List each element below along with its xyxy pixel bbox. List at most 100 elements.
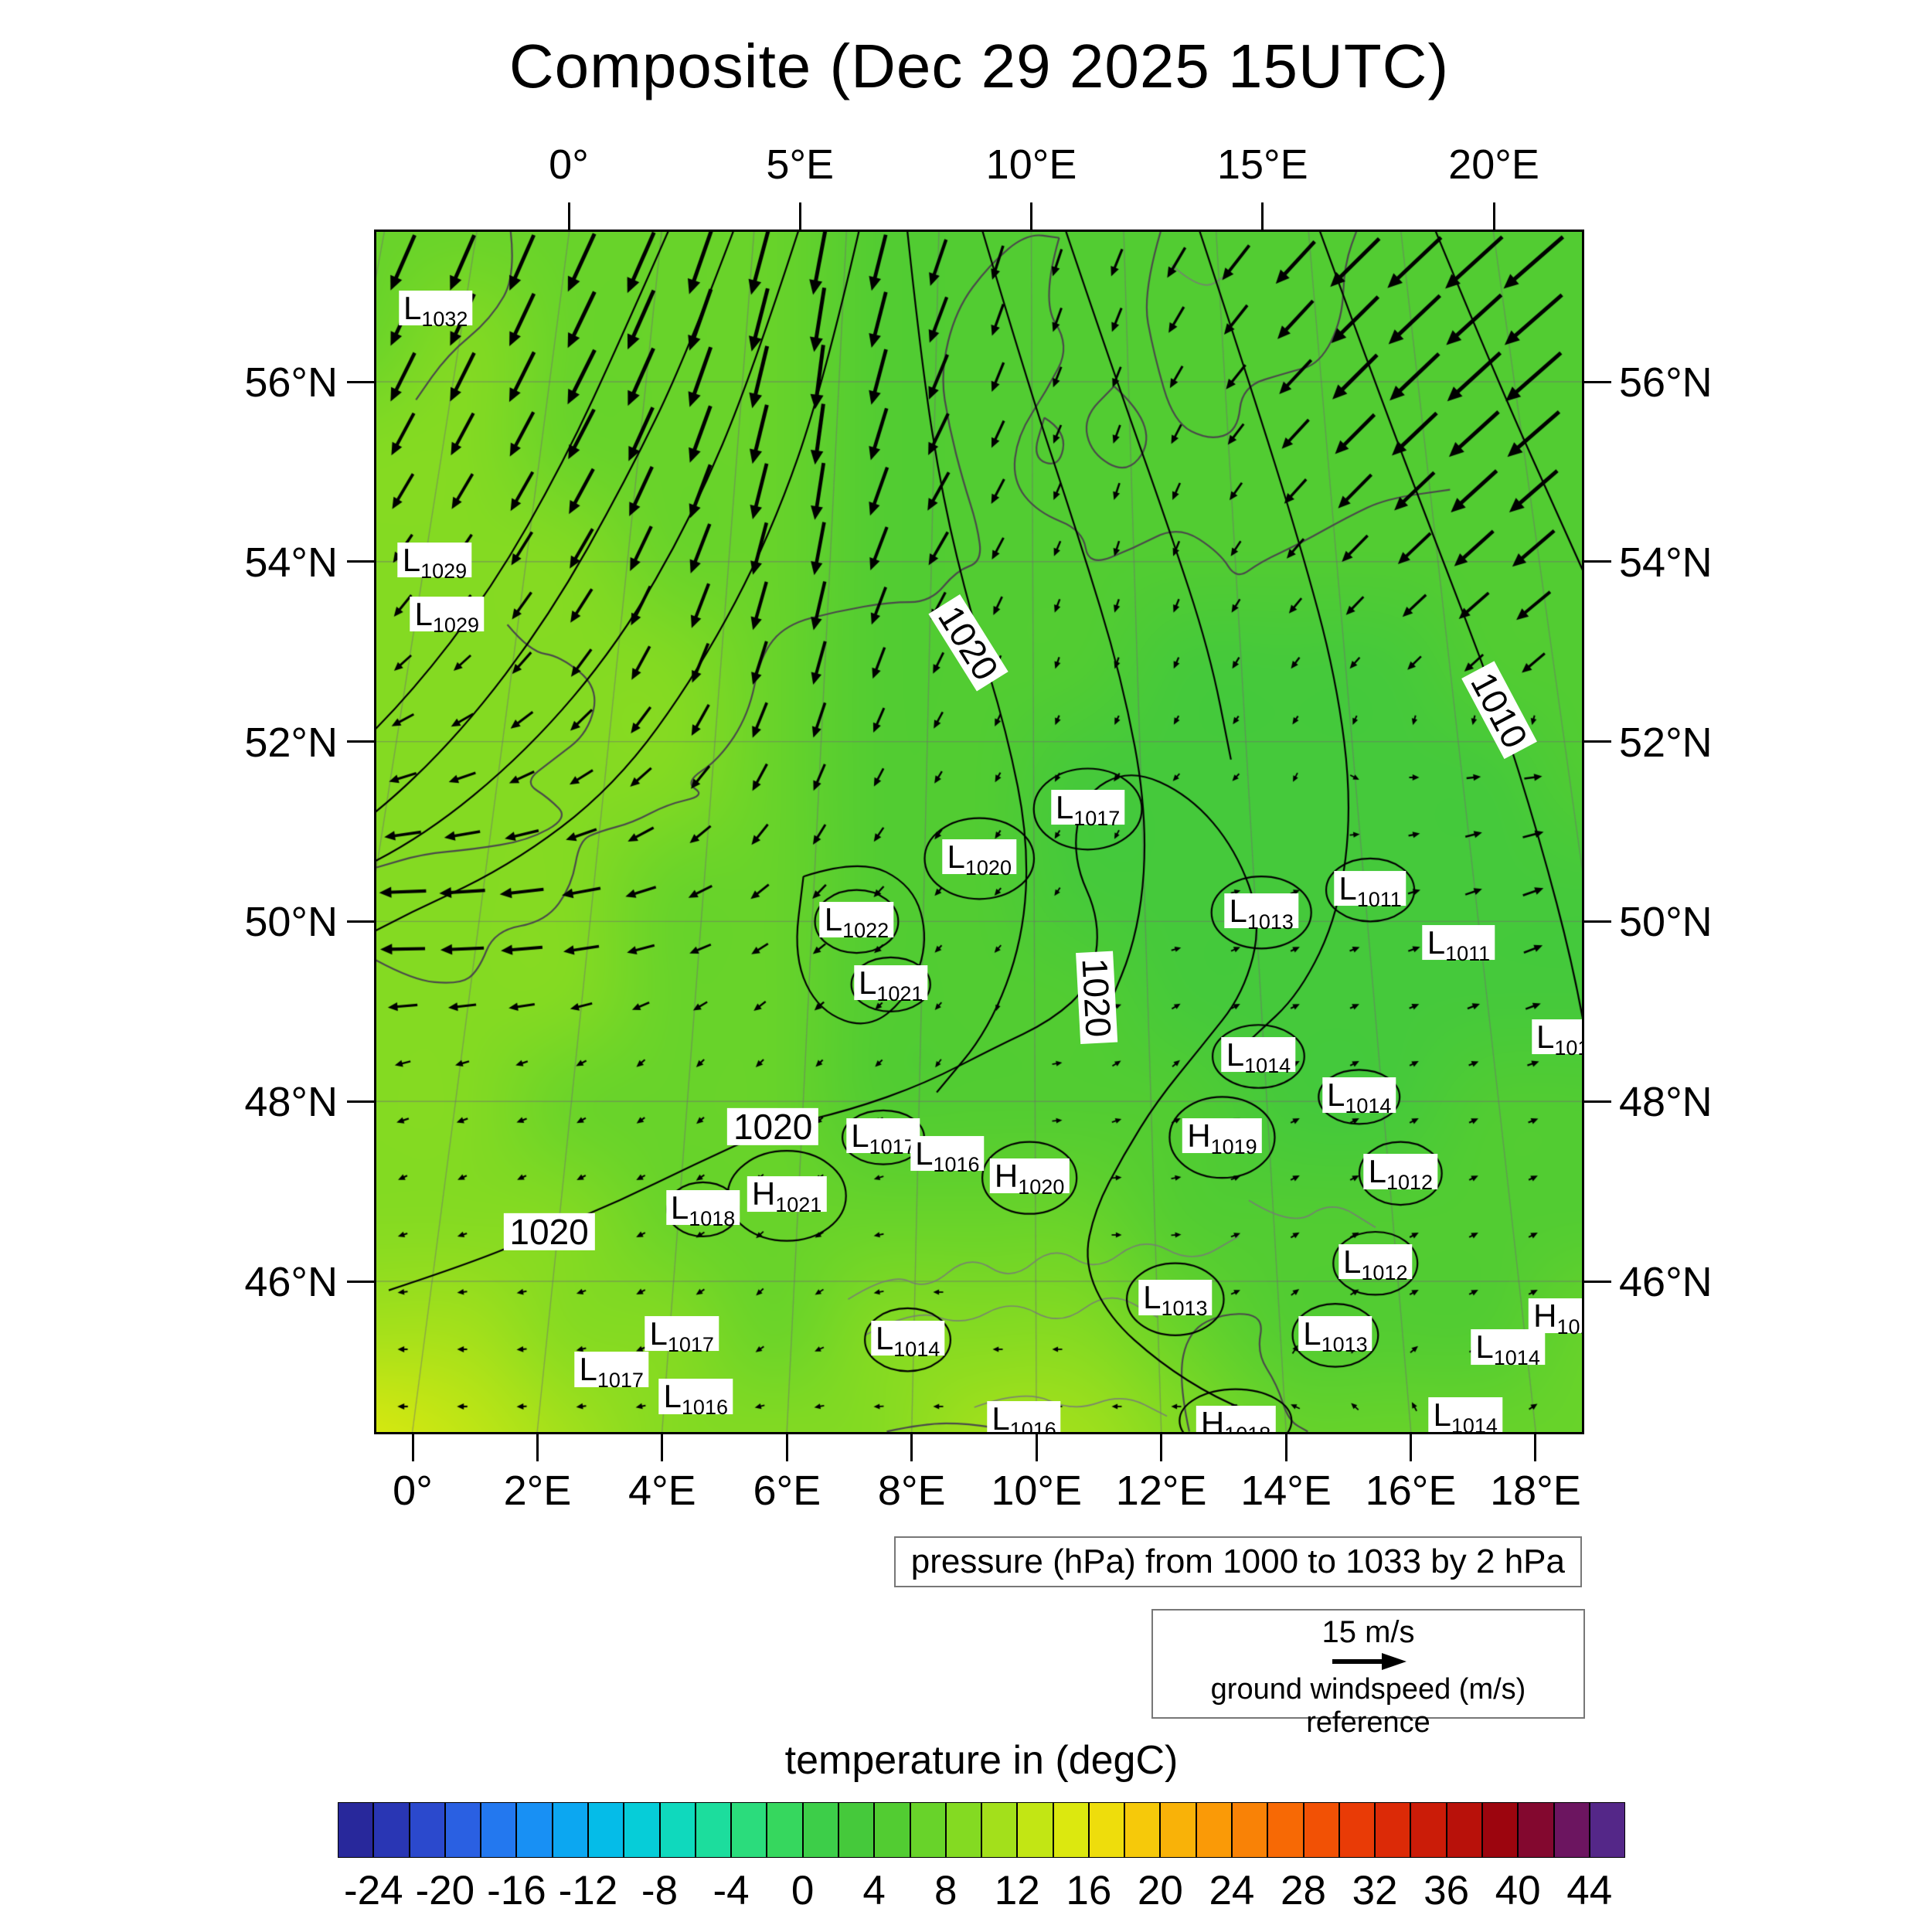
pressure-center-label: L1014 bbox=[1428, 1396, 1502, 1432]
axis-tick-label: 5°E bbox=[766, 141, 835, 188]
colorbar-tick-label: 44 bbox=[1566, 1868, 1613, 1913]
axis-tick bbox=[347, 380, 374, 383]
axis-tick-label: 52°N bbox=[1619, 719, 1713, 766]
axis-tick-label: 15°E bbox=[1216, 141, 1308, 188]
colorbar-segment bbox=[444, 1802, 481, 1858]
colorbar-tick-label: 16 bbox=[1066, 1868, 1112, 1913]
colorbar-segment bbox=[1053, 1802, 1089, 1858]
pressure-center-label: L1014 bbox=[1322, 1077, 1396, 1117]
wind-reference-arrow-icon bbox=[1332, 1653, 1406, 1670]
colorbar-tick-label: -20 bbox=[415, 1868, 475, 1913]
axis-tick bbox=[347, 740, 374, 743]
colorbar-segment bbox=[624, 1802, 660, 1858]
colorbar-segment bbox=[1553, 1802, 1590, 1858]
axis-tick bbox=[1035, 1434, 1038, 1461]
pressure-center-label: L1022 bbox=[819, 902, 894, 942]
axis-tick-label: 20°E bbox=[1448, 141, 1539, 188]
axis-tick bbox=[1584, 380, 1611, 383]
colorbar-segment bbox=[373, 1802, 410, 1858]
colorbar-tick-label: -24 bbox=[343, 1868, 403, 1913]
colorbar-tick-label: -16 bbox=[487, 1868, 546, 1913]
colorbar-tick-label: 24 bbox=[1209, 1868, 1255, 1913]
axis-tick bbox=[798, 202, 801, 230]
colorbar-segment bbox=[1518, 1802, 1554, 1858]
axis-tick bbox=[1584, 560, 1611, 563]
pressure-center-label: H1020 bbox=[989, 1158, 1070, 1199]
axis-tick-label: 0° bbox=[393, 1468, 433, 1514]
colorbar-segment bbox=[1410, 1802, 1447, 1858]
pressure-center-label: L1011 bbox=[1422, 924, 1495, 964]
axis-tick-label: 10°E bbox=[985, 141, 1077, 188]
axis-tick-label: 16°E bbox=[1365, 1468, 1457, 1514]
axis-tick-label: 50°N bbox=[1619, 899, 1713, 946]
isobar-value-label: 1020 bbox=[503, 1213, 595, 1250]
pressure-center-label: L1032 bbox=[399, 291, 473, 331]
colorbar-segment bbox=[1267, 1802, 1304, 1858]
colorbar-segment bbox=[1124, 1802, 1161, 1858]
axis-tick bbox=[411, 1434, 414, 1461]
colorbar-segment bbox=[910, 1802, 946, 1858]
axis-tick-label: 6°E bbox=[753, 1468, 821, 1514]
pressure-center-label: L1014 bbox=[870, 1321, 945, 1360]
axis-tick bbox=[1030, 202, 1032, 230]
pressure-center-label: L1014 bbox=[1471, 1329, 1545, 1369]
pressure-center-label: L1013 bbox=[1298, 1316, 1372, 1355]
axis-tick-label: 4°E bbox=[628, 1468, 696, 1514]
axis-tick-label: 52°N bbox=[244, 719, 338, 766]
pressure-center-label: L1020 bbox=[942, 839, 1016, 879]
isobar-value-label: 1020 bbox=[726, 1107, 819, 1145]
axis-tick-label: 2°E bbox=[503, 1468, 572, 1514]
colorbar-segment bbox=[1589, 1802, 1626, 1858]
wind-reference-box: 15 m/s ground windspeed (m/s) reference bbox=[1151, 1609, 1585, 1739]
colorbar-tick-label: 12 bbox=[994, 1868, 1040, 1913]
colorbar-segment bbox=[981, 1802, 1018, 1858]
axis-tick bbox=[1492, 202, 1495, 230]
colorbar-segment bbox=[1303, 1802, 1339, 1858]
axis-tick bbox=[567, 202, 570, 230]
colorbar-tick-label: -4 bbox=[713, 1868, 750, 1913]
pressure-center-label: L1029 bbox=[410, 596, 484, 636]
axis-tick-label: 54°N bbox=[1619, 539, 1713, 586]
pressure-center-label: H1018 bbox=[1196, 1406, 1276, 1432]
axis-tick bbox=[347, 560, 374, 563]
colorbar-segment bbox=[1017, 1802, 1053, 1858]
colorbar-segment bbox=[516, 1802, 553, 1858]
pressure-center-label: L1017 bbox=[645, 1316, 719, 1355]
colorbar-tick-label: 20 bbox=[1137, 1868, 1183, 1913]
axis-tick bbox=[1410, 1434, 1413, 1461]
wind-reference-label: ground windspeed (m/s) reference bbox=[1210, 1673, 1526, 1739]
axis-tick-label: 46°N bbox=[1619, 1259, 1713, 1305]
colorbar-segment bbox=[874, 1802, 910, 1858]
axis-tick-label: 56°N bbox=[1619, 359, 1713, 406]
colorbar-segment bbox=[767, 1802, 803, 1858]
wind-reference-speed: 15 m/s bbox=[1321, 1615, 1415, 1649]
axis-tick bbox=[1534, 1434, 1537, 1461]
axis-tick-label: 56°N bbox=[244, 359, 338, 406]
axis-tick bbox=[1584, 740, 1611, 743]
colorbar-segment bbox=[838, 1802, 875, 1858]
pressure-center-label: L1017 bbox=[1050, 790, 1125, 830]
axis-tick bbox=[661, 1434, 664, 1461]
pressure-caption: pressure (hPa) from 1000 to 1033 by 2 hP… bbox=[893, 1536, 1582, 1587]
pressure-center-label: L1011 bbox=[1334, 871, 1406, 910]
colorbar-segment bbox=[1446, 1802, 1482, 1858]
axis-tick bbox=[1584, 1280, 1611, 1283]
colorbar-segment bbox=[1196, 1802, 1233, 1858]
colorbar-segment bbox=[731, 1802, 767, 1858]
pressure-center-label: L1016 bbox=[658, 1379, 733, 1419]
colorbar-segment bbox=[1232, 1802, 1268, 1858]
axis-tick bbox=[347, 1280, 374, 1283]
colorbar-tick-label: 40 bbox=[1495, 1868, 1541, 1913]
pressure-center-label: L1029 bbox=[397, 543, 472, 582]
pressure-center-label: L1017 bbox=[574, 1352, 648, 1392]
pressure-center-label: L1014 bbox=[1221, 1037, 1296, 1077]
axis-tick-label: 14°E bbox=[1240, 1468, 1332, 1514]
colorbar-tick-label: 4 bbox=[862, 1868, 886, 1913]
colorbar-tick-label: 36 bbox=[1423, 1868, 1470, 1913]
colorbar-tick-label: 0 bbox=[791, 1868, 815, 1913]
axis-tick bbox=[1160, 1434, 1163, 1461]
colorbar: -24 -20 -16 -12 -8 -4 0 4 8 12 16 20 24 28 32 36 40 44 bbox=[338, 1802, 1626, 1913]
colorbar-segment bbox=[695, 1802, 732, 1858]
axis-tick bbox=[1261, 202, 1264, 230]
map-labels-layer: 1020 1010 1020 1020 1020 L1032 L1029 L1029 L1017… bbox=[376, 232, 1582, 1432]
